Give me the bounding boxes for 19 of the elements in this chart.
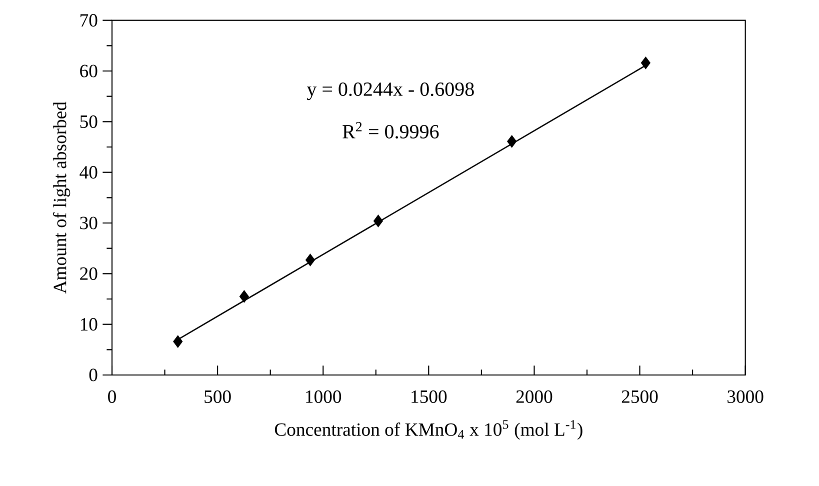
y-tick-label: 0 <box>89 368 98 382</box>
y-tick-label: 50 <box>80 115 98 128</box>
x-axis-title: Concentration of KMnO$_{4}$ x 10$^{5}$ (mol L$^{-1}$) <box>274 420 582 440</box>
x-tick-label: 3000 <box>728 390 764 403</box>
annotation: y = 0.0244x - 0.6098 <box>306 82 474 100</box>
x-tick-label: 500 <box>204 390 231 403</box>
y-tick-label: 70 <box>80 14 98 27</box>
y-tick-label: 30 <box>80 216 98 230</box>
y-tick-label: 40 <box>80 166 98 179</box>
y-axis-title: Amount of light absorbed <box>52 102 70 294</box>
x-tick-label: 2500 <box>622 390 658 403</box>
x-tick-label: 1000 <box>306 390 342 403</box>
x-tick-label: 0 <box>108 390 116 403</box>
annotation: R$^{2}$ = 0.9996 <box>342 122 439 139</box>
y-tick-label: 20 <box>80 267 98 280</box>
x-tick-label: 2000 <box>516 390 552 403</box>
y-tick-label: 10 <box>80 318 98 331</box>
y-tick-label: 60 <box>80 64 98 78</box>
x-tick-label: 1500 <box>412 390 447 403</box>
